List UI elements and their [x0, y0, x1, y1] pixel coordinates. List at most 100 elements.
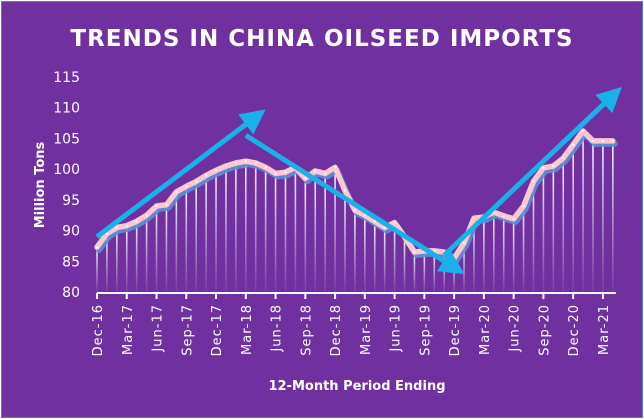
- drop-line: [324, 173, 326, 292]
- data-point: [512, 217, 515, 221]
- data-point: [204, 174, 208, 177]
- data-point: [195, 180, 198, 183]
- x-tick-label: Dec-18: [329, 304, 344, 356]
- x-tick-label: Dec-17: [210, 304, 225, 356]
- drop-line: [602, 140, 604, 292]
- y-tick-label: 115: [53, 70, 80, 86]
- drop-line: [116, 227, 118, 292]
- data-point: [452, 257, 456, 260]
- data-point: [373, 220, 376, 223]
- uptrend-arrow: [95, 109, 266, 239]
- drop-line: [552, 166, 555, 292]
- drop-line: [96, 247, 98, 292]
- data-point: [115, 226, 119, 229]
- y-tick-label: 95: [62, 193, 80, 209]
- x-tick-label: Dec-19: [448, 304, 463, 356]
- x-tick-label: Mar-20: [478, 304, 493, 355]
- drop-line: [582, 131, 584, 292]
- y-tick-label: 105: [53, 131, 80, 147]
- drop-line: [304, 178, 307, 292]
- data-point: [502, 214, 505, 218]
- drop-line: [453, 258, 455, 292]
- data-point: [611, 139, 615, 143]
- drop-line: [125, 225, 128, 292]
- drop-line: [155, 206, 158, 292]
- data-point: [363, 214, 367, 217]
- drop-line: [403, 236, 406, 292]
- data-point: [244, 159, 247, 163]
- data-point: [601, 139, 605, 143]
- x-axis-label: 12-Month Period Ending: [268, 379, 445, 394]
- data-point: [333, 166, 337, 169]
- data-point: [383, 226, 386, 229]
- data-point: [274, 172, 277, 175]
- drop-line: [165, 204, 168, 292]
- x-axis: [96, 292, 616, 299]
- data-point: [95, 245, 99, 249]
- drop-line: [175, 191, 178, 292]
- drop-line: [314, 170, 317, 292]
- x-tick-label: Sep-18: [299, 304, 314, 356]
- data-point: [214, 169, 218, 172]
- y-axis-label: Million Tons: [33, 141, 48, 228]
- drop-line: [245, 161, 247, 292]
- data-point: [125, 224, 128, 227]
- data-point: [581, 129, 585, 133]
- x-tick-label: Mar-21: [597, 304, 612, 355]
- drop-line: [235, 163, 237, 292]
- data-point: [343, 189, 347, 192]
- chart-title: TRENDS IN CHINA OILSEED IMPORTS: [70, 26, 573, 52]
- data-point: [145, 214, 148, 217]
- data-point: [304, 177, 307, 180]
- data-point: [462, 241, 466, 245]
- y-tick-label: 110: [53, 101, 80, 117]
- drop-line: [512, 218, 515, 292]
- x-axis-ticks: Dec-16 Mar-17 Jun-17 Sep-17 Dec-17 Mar-18 Jun-…: [91, 304, 612, 356]
- drop-line: [354, 210, 356, 292]
- x-tick-label: Mar-19: [359, 304, 374, 355]
- drop-line: [562, 158, 565, 292]
- x-tick-label: Sep-17: [180, 304, 195, 356]
- data-point: [323, 172, 327, 175]
- data-point: [542, 166, 545, 170]
- data-point: [353, 209, 357, 212]
- y-axis-ticks: 80 85 90 95 100 105 110 115: [53, 70, 80, 301]
- x-tick-label: Mar-17: [121, 304, 136, 355]
- y-tick-label: 90: [62, 224, 80, 240]
- drop-line: [334, 167, 336, 292]
- drop-line: [294, 167, 297, 292]
- drop-line: [612, 140, 614, 292]
- data-point: [562, 156, 565, 160]
- data-point: [135, 220, 138, 223]
- data-point: [552, 164, 555, 168]
- drop-line: [274, 173, 277, 292]
- data-point: [175, 190, 178, 194]
- data-point: [155, 204, 158, 208]
- drop-line: [473, 218, 475, 292]
- drop-line: [364, 215, 366, 292]
- drop-line: [215, 170, 217, 292]
- x-tick-label: Dec-20: [567, 304, 582, 356]
- data-point: [234, 161, 238, 165]
- drop-line: [254, 163, 257, 292]
- y-tick-label: 85: [62, 254, 80, 270]
- data-point: [254, 161, 257, 165]
- x-tick-label: Sep-20: [537, 304, 552, 356]
- drop-line: [225, 166, 227, 292]
- data-point: [571, 143, 575, 146]
- data-point: [472, 217, 476, 220]
- drop-line: [572, 144, 574, 292]
- data-point: [433, 249, 436, 253]
- drop-line: [264, 167, 267, 292]
- data-point: [165, 203, 168, 206]
- x-tick-label: Dec-16: [91, 304, 106, 356]
- data-point: [224, 164, 228, 168]
- drop-line: [483, 217, 485, 292]
- drop-line: [423, 250, 426, 292]
- drop-line: [592, 140, 594, 292]
- drop-line: [145, 215, 148, 292]
- data-point: [105, 232, 109, 235]
- drop-line: [393, 222, 396, 292]
- drop-line: [284, 172, 287, 292]
